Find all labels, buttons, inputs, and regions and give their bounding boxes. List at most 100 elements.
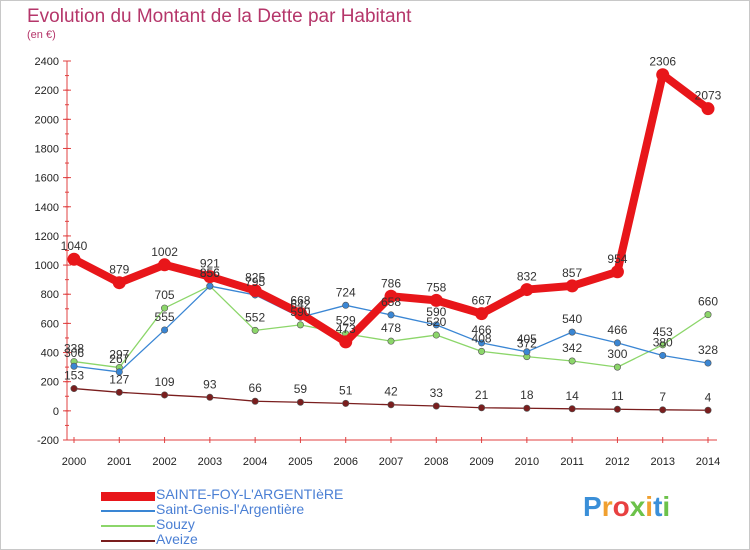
data-label: 453 (653, 325, 673, 339)
data-label: 14 (565, 389, 579, 403)
data-label: 33 (430, 386, 444, 400)
data-label: 478 (381, 321, 401, 335)
data-label: 724 (336, 285, 356, 299)
data-label: 2073 (695, 89, 722, 103)
y-tick-label: 1400 (35, 202, 59, 214)
data-label: 59 (294, 382, 308, 396)
data-point (704, 359, 712, 367)
logo-letter: r (601, 491, 613, 522)
data-label: 338 (64, 342, 84, 356)
data-label: 825 (245, 271, 265, 285)
data-point (432, 402, 440, 410)
data-label: 758 (426, 280, 446, 294)
data-label: 372 (517, 337, 537, 351)
data-label: 51 (339, 383, 353, 397)
x-tick-label: 2011 (560, 456, 584, 468)
data-label: 66 (248, 381, 262, 395)
data-point (704, 406, 712, 414)
data-label: 466 (607, 323, 627, 337)
data-label: 2306 (649, 55, 676, 69)
chart-title: Evolution du Montant de la Dette par Hab… (27, 6, 412, 27)
data-point (704, 311, 712, 319)
data-label: 127 (109, 372, 129, 386)
data-point (112, 276, 126, 290)
data-label: 11 (611, 389, 624, 403)
data-point (115, 368, 123, 376)
data-label: 109 (155, 375, 175, 389)
data-label: 520 (426, 315, 446, 329)
data-point (432, 331, 440, 339)
logo-letter: o (612, 491, 630, 522)
y-tick-label: 200 (41, 377, 59, 389)
chart-subtitle: (en €) (27, 29, 56, 41)
data-point (158, 258, 172, 272)
legend-label: SAINTE-FOY-L'ARGENTIèRE (156, 486, 344, 502)
data-point (296, 398, 304, 406)
y-tick-label: 400 (41, 348, 59, 360)
proxiti-logo: Proxiti (583, 491, 670, 523)
data-point (251, 397, 259, 405)
x-tick-label: 2004 (243, 456, 267, 468)
y-tick-label: 800 (41, 289, 59, 301)
data-label: 555 (155, 310, 175, 324)
data-point (478, 347, 486, 355)
x-tick-label: 2003 (198, 456, 222, 468)
data-label: 668 (290, 293, 310, 307)
logo-letter: t (653, 491, 663, 522)
data-label: 642 (290, 297, 310, 311)
data-point (70, 385, 78, 393)
data-label: 857 (562, 266, 582, 280)
data-point (659, 351, 667, 359)
y-tick-label: 600 (41, 318, 59, 330)
data-label: 153 (64, 369, 84, 383)
data-point (659, 406, 667, 414)
data-label: 786 (381, 276, 401, 290)
data-point (523, 348, 531, 356)
legend-label: Saint-Genis-l'Argentière (156, 501, 305, 517)
y-tick-label: -200 (37, 435, 59, 447)
data-label: 42 (384, 385, 398, 399)
legend-swatch (101, 510, 155, 512)
data-point (70, 362, 78, 370)
data-point (478, 339, 486, 347)
y-tick-label: 2000 (35, 114, 59, 126)
data-label: 590 (290, 305, 310, 319)
data-label: 856 (200, 266, 220, 280)
y-tick-label: 1600 (35, 173, 59, 185)
data-point (342, 301, 350, 309)
data-point (568, 328, 576, 336)
data-point (387, 401, 395, 409)
logo-letter: i (645, 491, 654, 522)
data-point (248, 284, 262, 298)
x-tick-label: 2009 (469, 456, 493, 468)
data-point (568, 405, 576, 413)
data-label: 21 (475, 388, 489, 402)
data-point (339, 335, 353, 349)
data-label: 300 (607, 347, 627, 361)
data-point (206, 282, 214, 290)
x-tick-label: 2000 (62, 456, 86, 468)
data-label: 540 (562, 312, 582, 326)
data-point (161, 304, 169, 312)
data-point (613, 405, 621, 413)
data-label: 954 (607, 252, 627, 266)
data-label: 405 (517, 332, 537, 346)
data-label: 832 (517, 270, 537, 284)
x-tick-label: 2013 (650, 456, 674, 468)
x-tick-label: 2002 (152, 456, 176, 468)
data-point (520, 283, 534, 297)
data-label: 795 (245, 275, 265, 289)
data-label: 590 (426, 305, 446, 319)
x-tick-label: 2005 (288, 456, 312, 468)
data-label: 18 (520, 388, 534, 402)
x-tick-label: 2006 (333, 456, 357, 468)
data-label: 879 (109, 263, 129, 277)
data-point (475, 307, 489, 321)
data-point (565, 279, 579, 293)
data-point (429, 293, 443, 307)
logo-letter: x (629, 491, 646, 522)
data-label: 267 (109, 352, 129, 366)
data-label: 7 (659, 390, 666, 404)
